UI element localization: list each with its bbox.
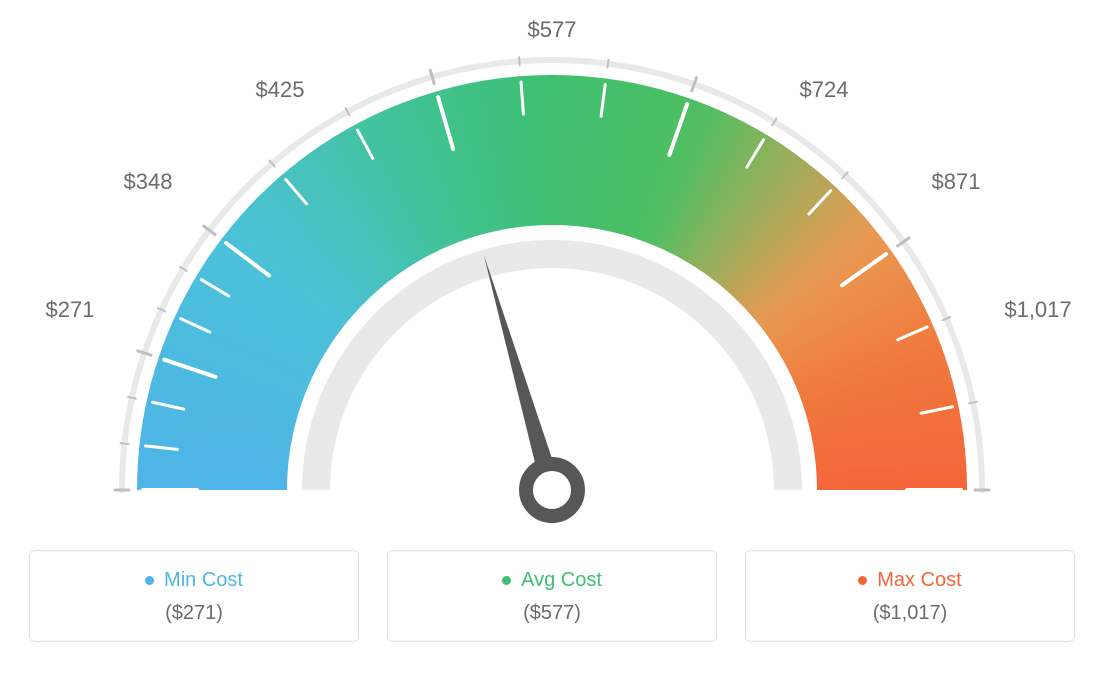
gauge-tick-label: $425 [256,77,305,103]
legend-card-max: Max Cost ($1,017) [745,550,1075,642]
legend-card-min: Min Cost ($271) [29,550,359,642]
gauge-tick-label: $724 [800,77,849,103]
legend-dot-min [145,576,154,585]
legend-card-avg: Avg Cost ($577) [387,550,717,642]
legend-title-min-text: Min Cost [164,569,243,592]
legend-dot-max [858,576,867,585]
legend-title-avg: Avg Cost [502,569,602,592]
legend-title-avg-text: Avg Cost [521,569,602,592]
legend-row: Min Cost ($271) Avg Cost ($577) Max Cost… [0,550,1104,642]
gauge-svg [0,0,1104,540]
gauge-chart: $271 $348 $425 $577 $724 $871 $1,017 [0,0,1104,540]
gauge-tick-label: $348 [124,169,173,195]
legend-title-max: Max Cost [858,569,961,592]
gauge-tick-label: $271 [46,297,95,323]
legend-value-max: ($1,017) [758,602,1062,625]
legend-value-avg: ($577) [400,602,704,625]
legend-title-max-text: Max Cost [877,569,961,592]
gauge-tick-label: $577 [528,17,577,43]
gauge-tick-label: $1,017 [1004,297,1071,323]
legend-title-min: Min Cost [145,569,243,592]
legend-dot-avg [502,576,511,585]
legend-value-min: ($271) [42,602,346,625]
gauge-tick-label: $871 [932,169,981,195]
